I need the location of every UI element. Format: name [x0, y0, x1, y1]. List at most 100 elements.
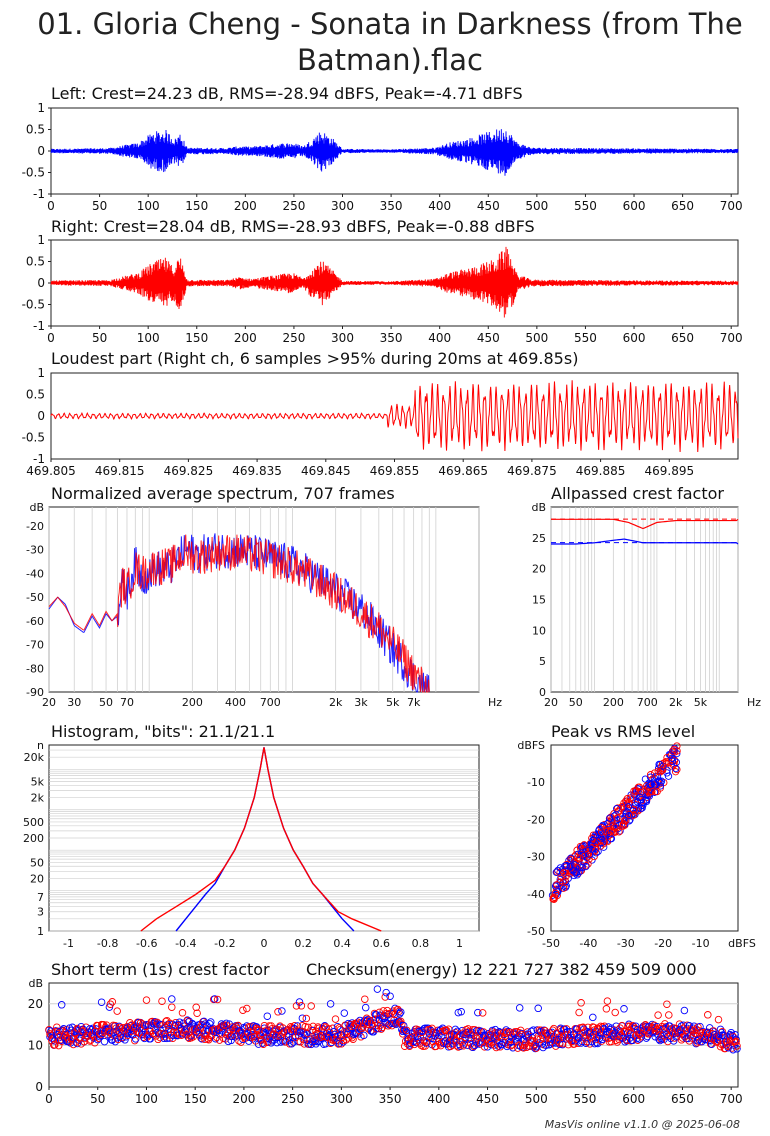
crest-point — [193, 1009, 201, 1017]
crest-point — [80, 1037, 88, 1046]
x-tick-label: 50 — [92, 331, 107, 345]
report-title-line-1: 01. Gloria Cheng - Sonata in Darkness (f… — [37, 7, 743, 41]
y-tick-label: 0 — [37, 409, 45, 423]
scatter-point — [615, 828, 623, 836]
peak-rms-panel: Peak vs RMS level -10 -20 -30 -40 -50 dBFS -50 -… — [517, 722, 755, 950]
y-tick-label: 7 — [37, 891, 44, 904]
crest-point — [507, 1041, 515, 1050]
scatter-point — [560, 884, 568, 892]
y-tick-label: -40 — [527, 888, 545, 901]
crest-point — [326, 1000, 335, 1008]
scatter-point — [607, 827, 615, 835]
right-title: Right: Crest=28.04 dB, RMS=-28.93 dBFS, … — [51, 217, 535, 236]
scatter-point — [668, 754, 676, 762]
y-tick-label: -1 — [33, 187, 45, 201]
scatter-point — [663, 753, 671, 762]
scatter-point — [657, 779, 665, 787]
x-tick-label: 469.895 — [644, 464, 694, 478]
x-tick-label: 469.875 — [507, 464, 557, 478]
crest-point — [478, 1009, 487, 1017]
x-tick-label: 550 — [574, 331, 597, 345]
x-tick-label: 700 — [720, 331, 743, 345]
scatter-point — [646, 771, 655, 779]
scatter-point — [646, 781, 654, 789]
y-axis-label: dB — [28, 977, 43, 990]
crest-point — [201, 1035, 209, 1044]
y-tick-label: -0.5 — [22, 166, 45, 180]
crest-point — [399, 1027, 407, 1036]
crest-point — [213, 995, 222, 1004]
crest-point — [215, 1036, 224, 1044]
x-tick-label: 300 — [331, 199, 354, 213]
left-waveform — [50, 129, 739, 176]
x-tick-label: -0.4 — [175, 937, 196, 950]
crest-point — [220, 1021, 229, 1029]
x-tick-label: 200 — [182, 696, 203, 709]
crest-point — [295, 998, 304, 1006]
crest-point — [691, 1029, 699, 1038]
y-tick-label: 3 — [37, 906, 44, 919]
y-tick-label: 2k — [31, 792, 45, 805]
x-tick-label: 500 — [525, 331, 548, 345]
scatter-point — [590, 852, 598, 861]
crest-point — [523, 1030, 532, 1038]
x-tick-label: -0.6 — [136, 937, 157, 950]
y-tick-label: -50 — [26, 591, 44, 604]
scatter-point — [637, 804, 645, 813]
x-tick-label: -0.8 — [97, 937, 118, 950]
y-tick-label: -90 — [26, 686, 44, 699]
crest-point — [210, 995, 219, 1003]
crest-point — [661, 1020, 669, 1028]
x-tick-label: 0.4 — [333, 937, 351, 950]
y-tick-label: 0.5 — [26, 255, 45, 269]
scatter-point — [620, 820, 628, 828]
crest-point — [452, 1032, 461, 1041]
x-tick-label: 20 — [42, 696, 56, 709]
scatter-point — [613, 814, 621, 822]
x-tick-label: 100 — [137, 331, 160, 345]
scatter-point — [553, 881, 561, 889]
x-tick-label: -10 — [692, 937, 710, 950]
x-tick-label: 700 — [637, 696, 658, 709]
x-tick-label: 469.835 — [232, 464, 282, 478]
crest-point — [97, 998, 106, 1006]
scatter-point — [642, 796, 650, 804]
x-tick-label: 400 — [428, 199, 451, 213]
crest-point — [528, 1034, 537, 1042]
crest-point — [259, 1040, 268, 1048]
crest-point — [115, 1027, 123, 1036]
scatter-point — [617, 804, 625, 812]
crest-point — [421, 1042, 429, 1050]
crest-point — [301, 1031, 310, 1040]
scatter-point — [671, 768, 680, 776]
y-tick-label: 0 — [37, 276, 45, 290]
crest-point — [665, 1011, 673, 1019]
x-tick-label: 150 — [185, 199, 208, 213]
scatter-point — [597, 823, 605, 832]
crest-point — [654, 1011, 662, 1019]
crest-point — [386, 992, 394, 1000]
scatter-point — [572, 869, 580, 877]
scatter-point — [631, 801, 639, 810]
footer-credit: MasVis online v1.1.0 @ 2025-06-08 — [545, 1118, 740, 1131]
y-tick-label: 0 — [539, 686, 546, 699]
y-tick-label: -60 — [26, 615, 44, 628]
crest-point — [574, 1039, 582, 1048]
crest-point — [689, 1031, 697, 1040]
scatter-point — [561, 876, 569, 885]
x-tick-label: 0.6 — [373, 937, 391, 950]
crest-point — [131, 1035, 140, 1043]
x-tick-label: 300 — [331, 331, 354, 345]
x-tick-label: 700 — [720, 199, 743, 213]
crest-point — [589, 1013, 597, 1022]
loudest-waveform — [50, 380, 739, 452]
x-tick-label: 300 — [330, 1092, 353, 1106]
y-tick-label: -0.5 — [22, 431, 45, 445]
crest-point — [405, 1042, 414, 1050]
scatter-point — [635, 783, 644, 791]
crest-point — [456, 1042, 465, 1050]
x-tick-label: 50 — [99, 696, 113, 709]
scatter-point — [556, 868, 564, 877]
crest-point — [401, 1027, 410, 1035]
scatter-point — [673, 747, 681, 755]
